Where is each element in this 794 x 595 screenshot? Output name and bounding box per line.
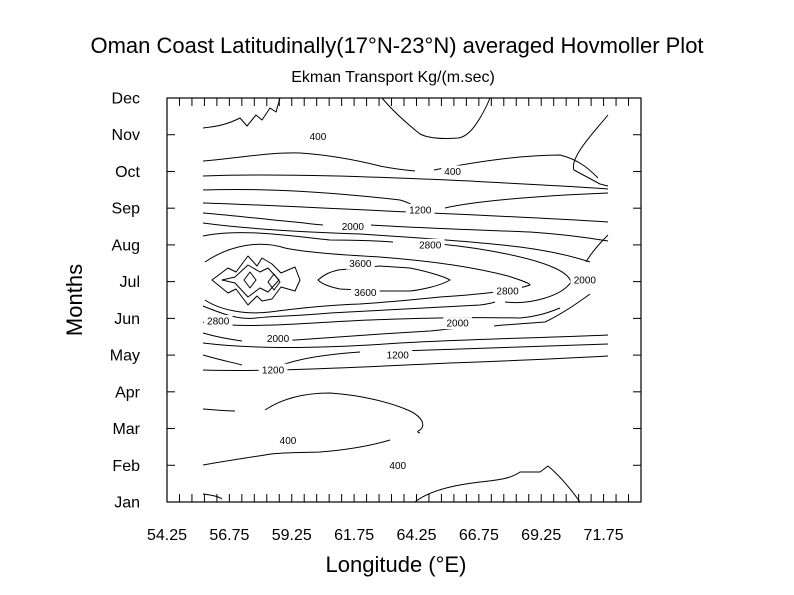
contour-label: 400 — [389, 461, 406, 472]
contour-line — [493, 293, 591, 327]
contour-label: 400 — [310, 132, 327, 143]
contour-label: 2000 — [447, 319, 470, 330]
contour-line — [267, 273, 281, 291]
y-tick-label: Apr — [115, 384, 141, 401]
y-tick-label: May — [110, 348, 140, 365]
x-tick-label: 71.75 — [584, 527, 624, 544]
y-tick-label: Dec — [112, 91, 140, 108]
contour-label-bg — [441, 165, 464, 178]
contour-line — [278, 351, 361, 367]
contour-line — [204, 296, 441, 314]
contour-line — [202, 222, 591, 263]
contour-label: 400 — [444, 167, 461, 178]
contour-line — [202, 174, 609, 190]
x-tick-label: 59.25 — [272, 527, 312, 544]
x-axis: 54.25 56.75 59.25 61.75 64.25 66.75 69.25 71.75 — [147, 98, 630, 544]
contour-label: 400 — [280, 436, 297, 447]
contour-line — [204, 243, 531, 298]
contour-label: 2000 — [574, 275, 597, 286]
y-tick-label: Jul — [120, 274, 140, 291]
contour-line — [264, 392, 424, 434]
contour-label-bg — [350, 286, 380, 299]
y-axis: Jan Feb Mar Apr May Jun Jul Aug Sep Oct Nov Dec — [110, 91, 641, 512]
contour-line — [585, 234, 609, 263]
contour-label: 2800 — [207, 316, 230, 327]
y-axis-title: Months — [62, 264, 87, 336]
contour-line — [231, 307, 561, 326]
contour-label-bg — [415, 238, 445, 251]
contour-label: 2000 — [267, 334, 290, 345]
contour-label-bg — [258, 363, 288, 376]
contour-line — [202, 301, 496, 319]
contour-line — [572, 114, 609, 187]
contour-line — [444, 192, 609, 209]
x-tick-label: 54.25 — [147, 527, 187, 544]
contour-label: 2800 — [419, 240, 442, 251]
contour-line — [202, 493, 223, 500]
contour-label-bg — [570, 273, 600, 286]
contour-line — [202, 152, 416, 172]
chart-subtitle: Ekman Transport Kg/(m.sec) — [291, 69, 495, 86]
y-tick-label: Feb — [112, 458, 140, 475]
contour-label: 3600 — [354, 288, 377, 299]
contour-line — [370, 224, 609, 242]
contour-label: 1200 — [262, 365, 285, 376]
x-tick-label: 69.25 — [521, 527, 561, 544]
contour-line — [317, 265, 451, 292]
contour-line — [280, 327, 459, 342]
contour-label: 2000 — [342, 222, 365, 233]
contour-line — [202, 212, 324, 226]
y-tick-label: Sep — [112, 201, 141, 218]
contour-line — [439, 243, 572, 304]
contour-line — [202, 97, 281, 129]
contour-line — [202, 189, 416, 209]
contour-line — [399, 343, 609, 352]
contour-label: 3600 — [349, 259, 372, 270]
contour-label-bg — [306, 130, 330, 143]
contour-line — [243, 271, 257, 289]
contour-label-bg — [383, 349, 413, 362]
y-tick-label: Oct — [115, 164, 140, 181]
contour-line — [381, 97, 491, 139]
contour-line — [414, 465, 581, 503]
contour-label-bg — [263, 332, 293, 345]
contour-label: 1200 — [387, 351, 410, 362]
contour-label: 2800 — [496, 286, 519, 297]
x-tick-label: 61.75 — [334, 527, 374, 544]
y-tick-label: Mar — [112, 421, 140, 438]
y-tick-label: Aug — [112, 237, 140, 254]
x-tick-label: 56.75 — [209, 527, 249, 544]
contour-lines — [202, 97, 609, 503]
y-tick-label: Nov — [112, 127, 140, 144]
contour-line — [211, 255, 301, 306]
chart-title: Oman Coast Latitudinally(17°N-23°N) aver… — [90, 33, 703, 58]
x-tick-label: 66.75 — [459, 527, 499, 544]
contour-line — [202, 232, 394, 243]
x-tick-label: 64.25 — [396, 527, 436, 544]
contour-label: 1200 — [409, 206, 432, 217]
contour-line — [202, 408, 236, 412]
contour-label-bg — [203, 314, 233, 327]
contour-label-bg — [386, 459, 410, 472]
y-tick-label: Jan — [114, 495, 140, 512]
contour-line — [202, 332, 243, 342]
contour-labels: 400 400 1200 2000 2800 3600 3600 2800 2000 2800 20… — [203, 130, 600, 472]
y-tick-label: Jun — [114, 311, 140, 328]
contour-label-bg — [493, 284, 522, 297]
x-axis-title: Longitude (°E) — [326, 552, 467, 577]
contour-label-bg — [276, 434, 300, 447]
contour-line — [202, 334, 609, 349]
contour-label-bg — [338, 220, 368, 233]
contour-line — [433, 154, 599, 179]
contour-label-bg — [443, 317, 473, 330]
contour-line — [202, 439, 391, 466]
contour-line — [202, 354, 243, 366]
contour-label-bg — [405, 204, 435, 217]
contour-label-bg — [345, 257, 375, 270]
